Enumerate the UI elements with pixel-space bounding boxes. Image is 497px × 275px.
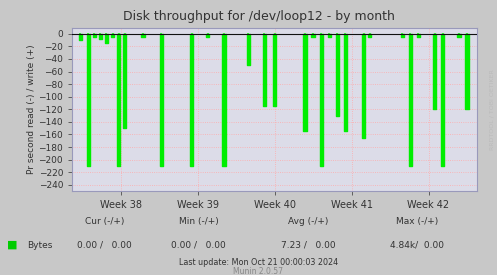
Text: Avg (-/+): Avg (-/+)	[288, 217, 329, 226]
Text: Bytes: Bytes	[27, 241, 53, 249]
Y-axis label: Pr second read (-) / write (+): Pr second read (-) / write (+)	[26, 45, 35, 174]
Text: Disk throughput for /dev/loop12 - by month: Disk throughput for /dev/loop12 - by mon…	[122, 10, 395, 23]
Text: RRDTOOL / TOBI OETIKER: RRDTOOL / TOBI OETIKER	[490, 70, 495, 150]
Text: ■: ■	[7, 240, 18, 249]
Text: Max (-/+): Max (-/+)	[396, 217, 439, 226]
Text: 0.00 /   0.00: 0.00 / 0.00	[171, 241, 226, 249]
Text: Min (-/+): Min (-/+)	[179, 217, 219, 226]
Text: 0.00 /   0.00: 0.00 / 0.00	[77, 241, 132, 249]
Text: 4.84k/  0.00: 4.84k/ 0.00	[391, 241, 444, 249]
Text: 7.23 /   0.00: 7.23 / 0.00	[281, 241, 335, 249]
Text: Cur (-/+): Cur (-/+)	[84, 217, 124, 226]
Text: Munin 2.0.57: Munin 2.0.57	[234, 267, 283, 275]
Text: Last update: Mon Oct 21 00:00:03 2024: Last update: Mon Oct 21 00:00:03 2024	[179, 258, 338, 266]
